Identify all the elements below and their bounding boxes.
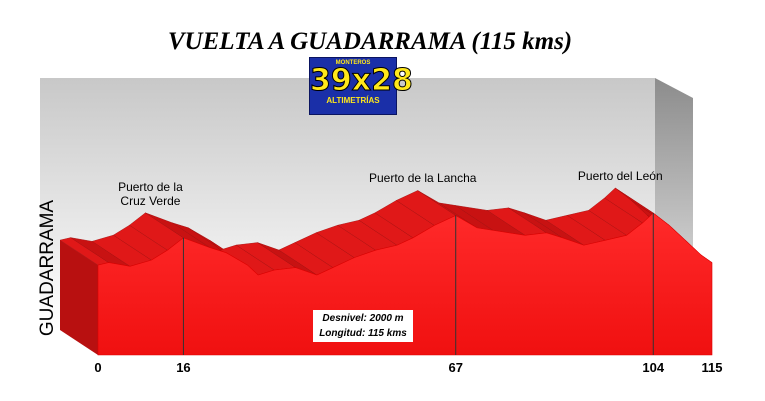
y-label: GUADARRAMA [37, 199, 58, 337]
annotation: Desnivel: 2000 m [322, 313, 404, 324]
logo-bottom: ALTIMETRÍAS [326, 96, 380, 105]
x-tick-label: 0 [94, 360, 102, 375]
x-tick-label: 67 [448, 360, 463, 375]
logo-main: 39x28 [310, 63, 414, 98]
pass-label: Puerto de la Cruz Verde [118, 179, 183, 208]
x-tick-label: 104 [642, 360, 665, 375]
profile-front [97, 212, 713, 356]
pass-label: Puerto del León [577, 169, 663, 183]
pass-label: Puerto de la Lancha [369, 171, 477, 186]
logo: MONTEROS 39x28 ALTIMETRÍAS [309, 57, 414, 115]
logo-top: MONTEROS [335, 60, 371, 66]
annotation-box: Desnivel: 2000 m Longitud: 115 kms [313, 310, 413, 342]
profile-end [60, 240, 98, 355]
annotation: Longitud: 115 kms [319, 328, 407, 339]
plot [59, 187, 713, 356]
chart-title: VUELTA A GUADARRAMA (115 kms) [167, 28, 573, 55]
x-tick-label: 16 [176, 360, 191, 375]
x-tick-label: 115 [701, 360, 723, 375]
